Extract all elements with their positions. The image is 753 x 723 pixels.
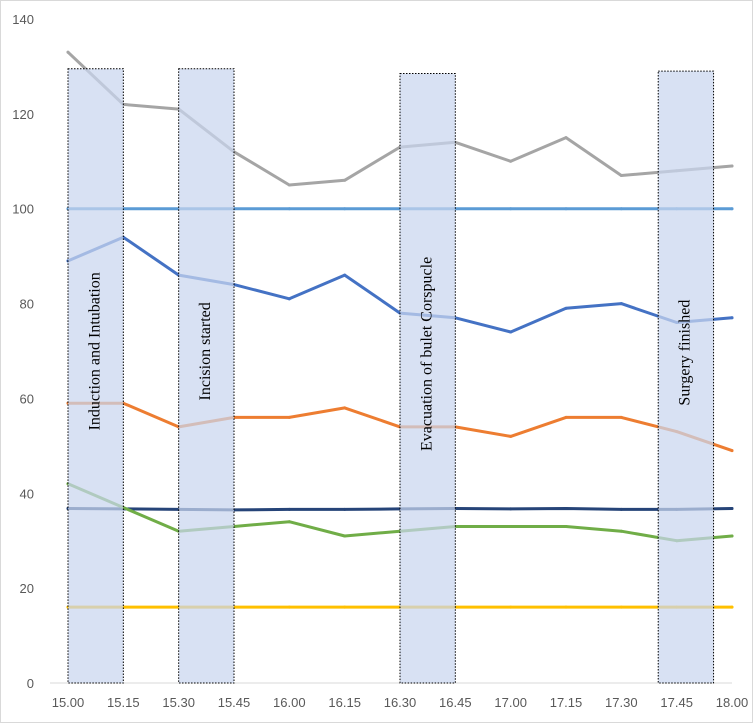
x-tick-label: 15.45 bbox=[218, 695, 251, 710]
data-point bbox=[564, 506, 568, 510]
data-point bbox=[287, 605, 291, 609]
data-point bbox=[564, 136, 568, 140]
data-point bbox=[730, 506, 734, 510]
data-point bbox=[509, 507, 513, 511]
y-tick-label: 60 bbox=[20, 391, 34, 406]
y-tick-label: 80 bbox=[20, 297, 34, 312]
data-point bbox=[619, 529, 623, 533]
data-point bbox=[287, 183, 291, 187]
data-point bbox=[730, 316, 734, 320]
annotation-box-1 bbox=[67, 68, 124, 684]
data-point bbox=[343, 273, 347, 277]
x-tick-label: 15.30 bbox=[162, 695, 195, 710]
data-point bbox=[343, 534, 347, 538]
annotation-label: Incision started bbox=[197, 302, 214, 400]
x-tick-label: 17.45 bbox=[660, 695, 693, 710]
x-tick-label: 17.30 bbox=[605, 695, 638, 710]
annotation-box-4 bbox=[657, 70, 715, 684]
data-point bbox=[619, 174, 623, 178]
annotation-label: Evacuation of bulet Corspucle bbox=[418, 257, 435, 451]
annotation-box-3 bbox=[399, 73, 456, 684]
y-tick-label: 0 bbox=[27, 676, 34, 691]
data-point bbox=[287, 520, 291, 524]
data-point bbox=[619, 605, 623, 609]
annotation-labels: Induction and Intubation Incision started… bbox=[86, 257, 693, 451]
data-point bbox=[509, 524, 513, 528]
data-point bbox=[564, 605, 568, 609]
data-point bbox=[509, 605, 513, 609]
y-tick-label: 40 bbox=[20, 486, 34, 501]
data-point bbox=[564, 415, 568, 419]
data-point bbox=[343, 605, 347, 609]
data-point bbox=[287, 297, 291, 301]
data-point bbox=[287, 507, 291, 511]
x-tick-label: 16.15 bbox=[328, 695, 361, 710]
annotation-box-2 bbox=[178, 68, 235, 684]
data-point bbox=[619, 507, 623, 511]
data-point bbox=[509, 434, 513, 438]
data-point bbox=[343, 507, 347, 511]
x-tick-label: 16.30 bbox=[384, 695, 417, 710]
annotation-label: Surgery finished bbox=[677, 300, 694, 406]
data-point bbox=[509, 207, 513, 211]
data-point bbox=[509, 330, 513, 334]
data-point bbox=[730, 207, 734, 211]
data-point bbox=[343, 406, 347, 410]
data-point bbox=[509, 159, 513, 163]
y-axis-ticks: 0 20 40 60 80 100 120 140 bbox=[12, 12, 34, 691]
x-tick-label: 17.15 bbox=[550, 695, 583, 710]
data-point bbox=[564, 207, 568, 211]
data-point bbox=[730, 164, 734, 168]
y-tick-label: 20 bbox=[20, 581, 34, 596]
data-point bbox=[619, 415, 623, 419]
y-tick-label: 100 bbox=[12, 202, 34, 217]
data-point bbox=[564, 306, 568, 310]
data-point bbox=[730, 449, 734, 453]
data-point bbox=[343, 178, 347, 182]
y-tick-label: 120 bbox=[12, 107, 34, 122]
annotation-boxes bbox=[67, 68, 715, 684]
data-point bbox=[66, 50, 70, 54]
x-tick-label: 16.45 bbox=[439, 695, 472, 710]
x-tick-label: 15.15 bbox=[107, 695, 140, 710]
data-point bbox=[619, 207, 623, 211]
data-point bbox=[287, 415, 291, 419]
x-tick-label: 18.00 bbox=[716, 695, 749, 710]
y-tick-label: 140 bbox=[12, 12, 34, 27]
x-tick-label: 17.00 bbox=[494, 695, 527, 710]
annotation-label: Induction and Intubation bbox=[86, 272, 103, 430]
data-point bbox=[730, 605, 734, 609]
data-point bbox=[730, 534, 734, 538]
x-axis-ticks: 15.00 15.15 15.30 15.45 16.00 16.15 16.30 16.45… bbox=[52, 695, 749, 710]
x-tick-label: 15.00 bbox=[52, 695, 85, 710]
x-tick-label: 16.00 bbox=[273, 695, 306, 710]
data-point bbox=[287, 207, 291, 211]
data-point bbox=[619, 302, 623, 306]
data-point bbox=[343, 207, 347, 211]
data-point bbox=[564, 524, 568, 528]
